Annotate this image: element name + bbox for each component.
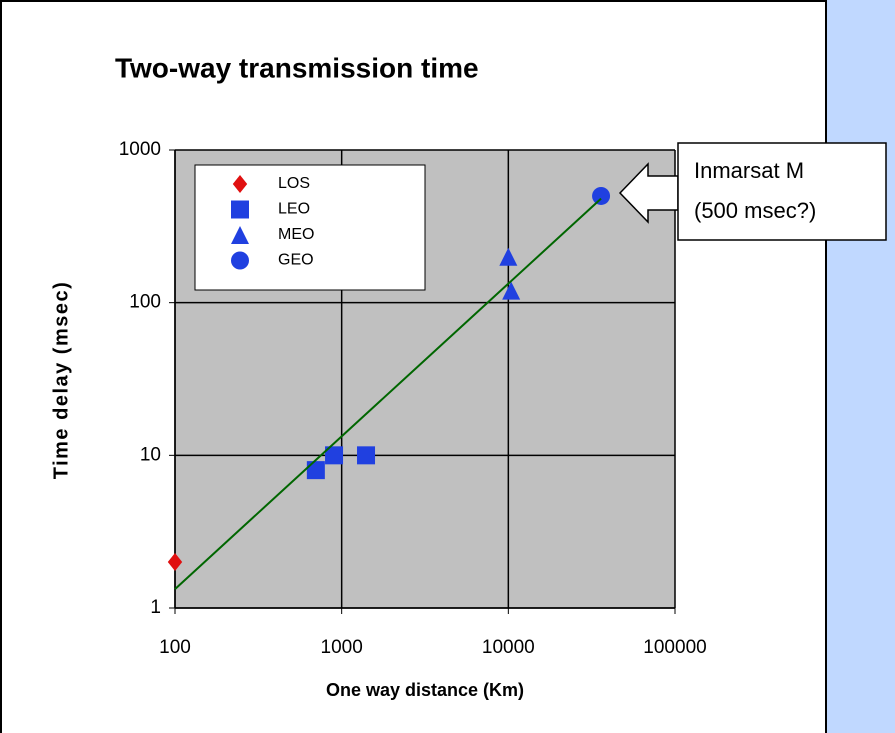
data-point	[306, 461, 325, 480]
data-point	[325, 446, 344, 465]
data-point	[357, 446, 376, 465]
legend-marker	[231, 226, 249, 244]
x-tick-label: 10000	[482, 637, 535, 658]
y-tick-label: 100	[129, 292, 161, 313]
y-tick-label: 10	[140, 444, 161, 465]
data-point	[502, 281, 521, 300]
data-point	[592, 186, 611, 205]
legend-marker	[231, 200, 249, 219]
x-tick-label: 100	[159, 637, 191, 658]
y-axis-label: Time delay (msec)	[50, 281, 72, 480]
x-tick-label: 100000	[643, 637, 706, 658]
fit-line	[174, 197, 602, 590]
data-point	[167, 553, 183, 572]
chart-title: Two-way transmission time	[115, 52, 479, 83]
marks	[167, 175, 611, 590]
data-point	[499, 247, 518, 266]
callout-box	[677, 142, 887, 241]
annotation: (500 msec?)	[694, 198, 816, 223]
x-axis-label: One way distance (Km)	[326, 680, 524, 700]
legend-label: GEO	[278, 252, 314, 269]
annotation: Inmarsat M	[694, 158, 804, 183]
y-tick-label: 1000	[119, 139, 161, 160]
legend-label: LOS	[278, 175, 310, 192]
legend-label: LEO	[278, 201, 310, 218]
legend-marker	[232, 175, 248, 193]
x-tick-label: 1000	[321, 637, 363, 658]
y-tick-label: 1	[150, 597, 161, 618]
legend-label: MEO	[278, 226, 314, 243]
legend-marker	[231, 251, 249, 270]
legend	[194, 164, 426, 291]
